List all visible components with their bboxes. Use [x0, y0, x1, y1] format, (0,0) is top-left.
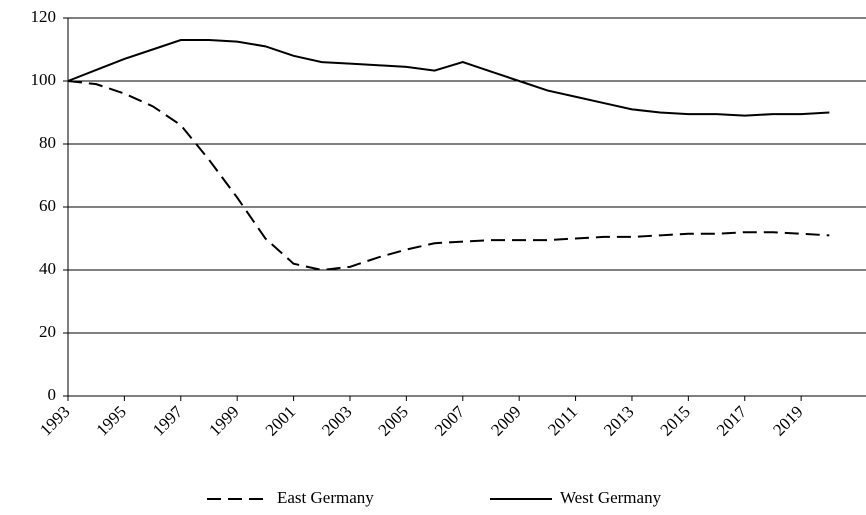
x-tick-label: 2005 — [374, 402, 411, 439]
data-line — [67, 80, 830, 272]
x-tick-label: 1995 — [93, 402, 130, 439]
x-tick-label: 2011 — [544, 402, 581, 439]
x-tick-label: 1999 — [205, 402, 242, 439]
x-tick-label: 2001 — [262, 402, 299, 439]
x-tick-label: 2009 — [487, 402, 524, 439]
y-tick-label: 0 — [48, 385, 57, 404]
x-tick-label: 2019 — [769, 402, 806, 439]
x-tick-label: 2003 — [318, 402, 355, 439]
legend-label: East Germany — [277, 488, 374, 507]
legend-label: West Germany — [560, 488, 662, 507]
x-tick-label: 1997 — [149, 402, 187, 440]
y-tick-label: 100 — [31, 70, 57, 89]
x-tick-label: 2007 — [431, 402, 469, 440]
x-tick-label: 2017 — [713, 402, 751, 440]
x-tick-label: 2013 — [600, 402, 637, 439]
y-tick-label: 20 — [39, 322, 56, 341]
data-line — [67, 39, 830, 117]
y-tick-label: 120 — [31, 7, 57, 26]
x-tick-label: 2015 — [656, 402, 693, 439]
x-tick-label: 1993 — [36, 402, 73, 439]
y-tick-label: 80 — [39, 133, 56, 152]
y-tick-label: 60 — [39, 196, 56, 215]
y-tick-label: 40 — [39, 259, 56, 278]
